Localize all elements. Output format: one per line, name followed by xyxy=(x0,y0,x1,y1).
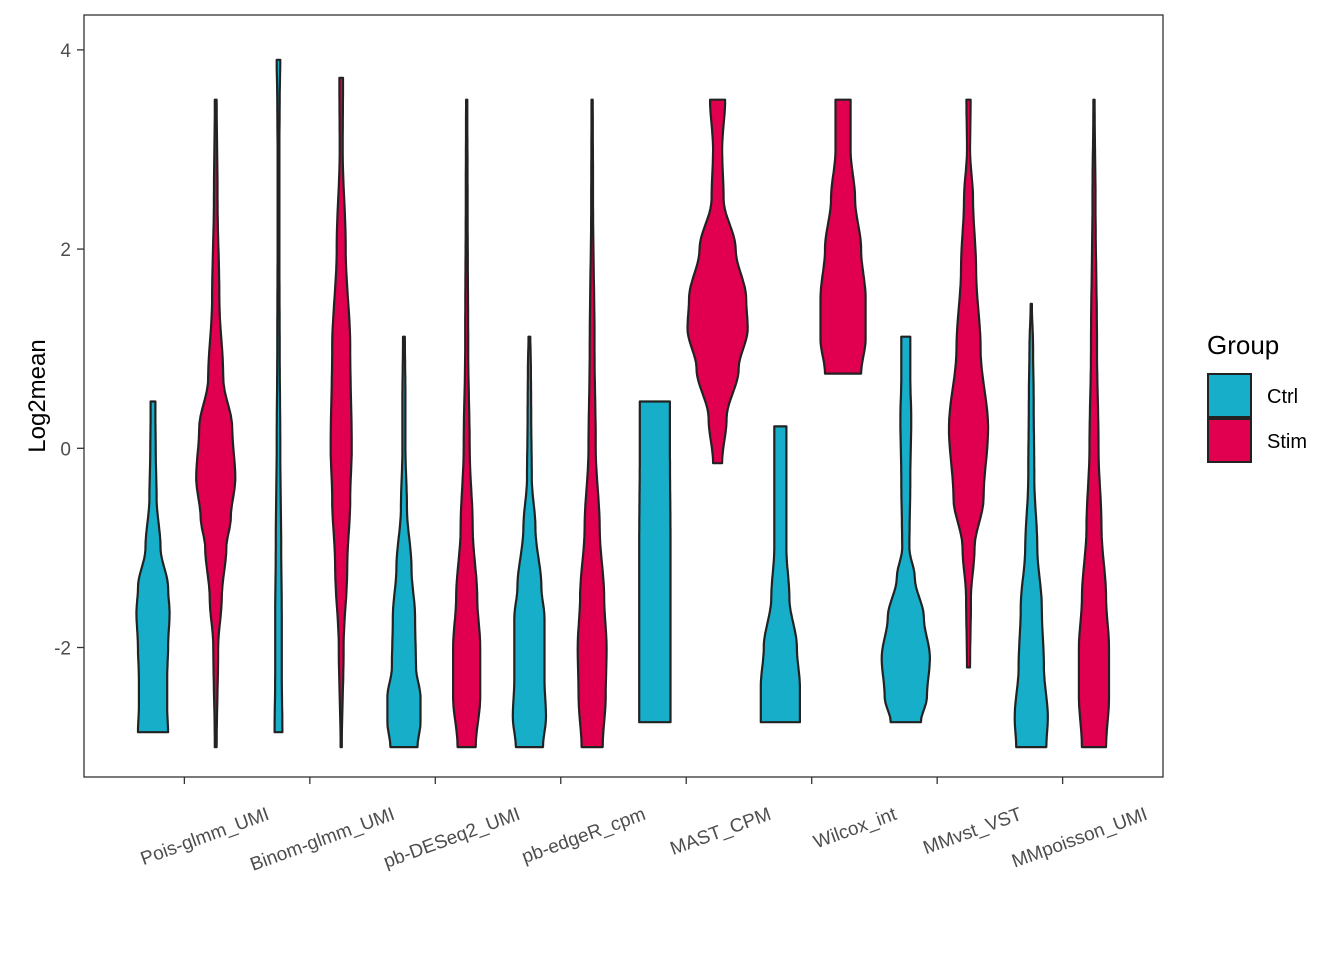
violin-stim-pb-deseq2-umi xyxy=(452,98,482,749)
violin-ctrl-mast-cpm xyxy=(638,400,672,724)
violin-stim-wilcox-int xyxy=(819,98,867,375)
y-axis-title: Log2mean xyxy=(24,339,51,452)
violin-stim-mmpoisson-umi xyxy=(1077,98,1111,749)
violin-ctrl-mmpoisson-umi xyxy=(1013,302,1049,749)
violin-ctrl-binom-glmm-umi xyxy=(273,58,284,734)
violin-stim-pois-glmm-umi xyxy=(195,98,237,749)
legend: Group Ctrl Stim xyxy=(1207,330,1307,463)
violin-ctrl-wilcox-int xyxy=(759,425,801,724)
violin-stim-mast-cpm xyxy=(686,98,749,465)
violin-ctrl-pois-glmm-umi xyxy=(135,400,171,734)
violin-stim-pb-edger-cpm xyxy=(576,98,608,749)
legend-label-ctrl: Ctrl xyxy=(1267,386,1298,408)
y-tick-label: 0 xyxy=(60,439,71,460)
y-tick-label: 4 xyxy=(60,41,71,62)
legend-key-stim xyxy=(1207,418,1252,463)
violins-layer xyxy=(135,58,1111,749)
y-tick-label: 2 xyxy=(60,240,71,261)
legend-key-ctrl xyxy=(1207,373,1252,418)
violin-ctrl-pb-deseq2-umi xyxy=(386,335,422,749)
plot-panel-border xyxy=(83,14,1164,778)
violin-ctrl-pb-edger-cpm xyxy=(511,335,548,749)
legend-title: Group xyxy=(1207,330,1279,360)
violin-stim-binom-glmm-umi xyxy=(329,76,353,749)
y-axis: 4 2 0 -2 xyxy=(54,41,84,660)
y-tick-label: -2 xyxy=(54,639,71,660)
legend-label-stim: Stim xyxy=(1267,431,1307,453)
violin-ctrl-mmvst-vst xyxy=(880,335,931,724)
violin-stim-mmvst-vst xyxy=(947,98,990,669)
